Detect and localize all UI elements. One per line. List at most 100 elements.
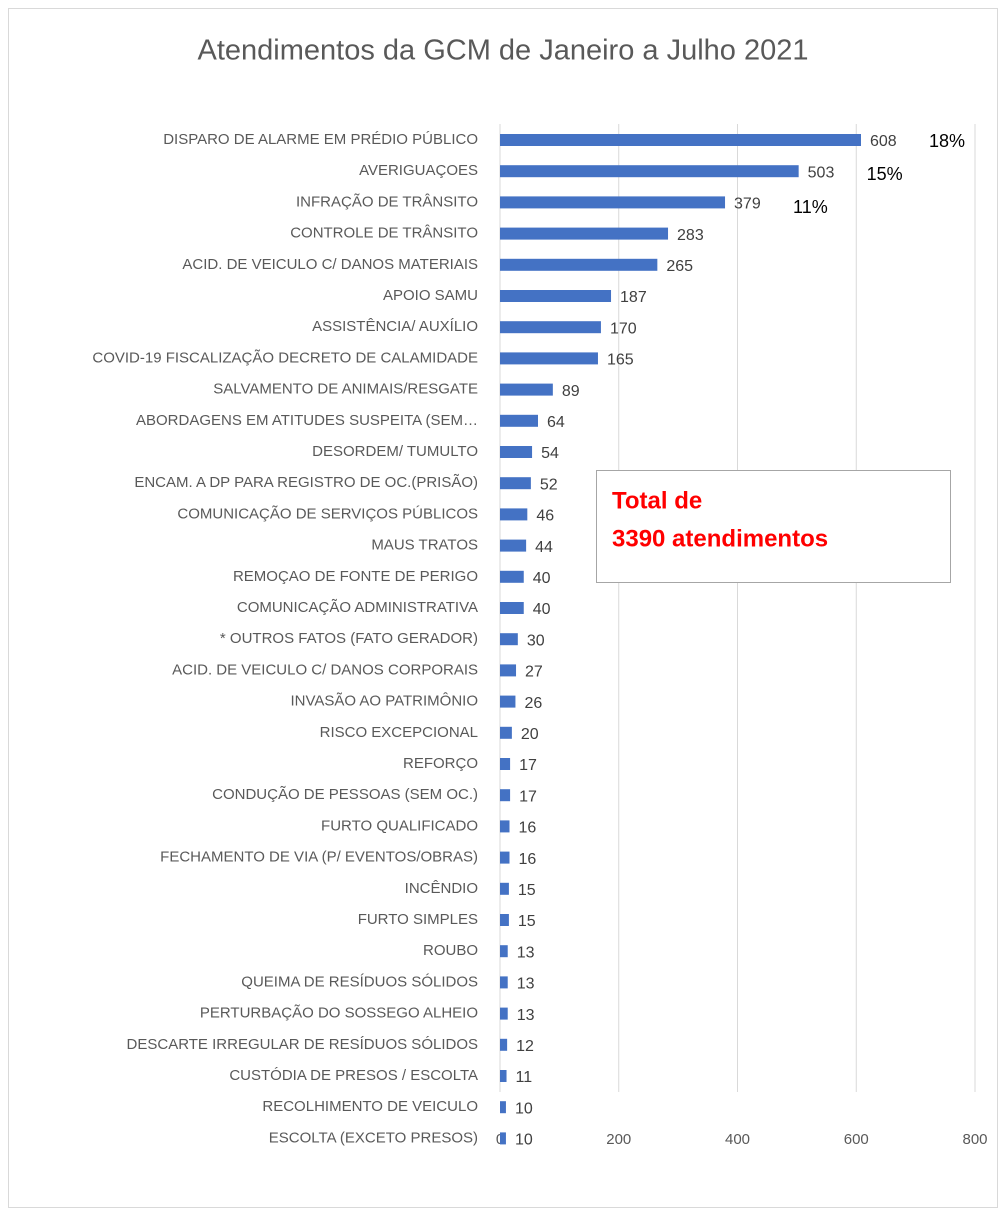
bar: [500, 1132, 506, 1145]
category-label: INFRAÇÃO DE TRÂNSITO: [296, 193, 478, 210]
value-label: 46: [536, 508, 554, 525]
bar: [500, 726, 512, 739]
category-label: FURTO QUALIFICADO: [321, 817, 478, 834]
category-label: DISPARO DE ALARME EM PRÉDIO PÚBLICO: [163, 131, 478, 148]
value-label: 16: [519, 820, 537, 837]
bar: [500, 477, 531, 490]
bar: [500, 196, 726, 209]
value-label: 12: [516, 1038, 534, 1055]
bar: [500, 789, 511, 802]
annotation: 15%: [867, 164, 903, 184]
bar: [500, 914, 509, 926]
value-label: 13: [517, 1007, 535, 1024]
bar: [500, 602, 524, 614]
bar: [500, 664, 517, 677]
note-line: 3390 atendimentos: [612, 525, 828, 552]
category-label: COVID-19 FISCALIZAÇÃO DECRETO DE CALAMID…: [92, 349, 478, 366]
x-tick-label: 400: [725, 1131, 750, 1148]
category-label: ACID. DE VEICULO C/ DANOS MATERIAIS: [182, 256, 478, 273]
value-label: 17: [519, 788, 537, 805]
x-tick-label: 200: [606, 1131, 631, 1148]
category-label: DESORDEM/ TUMULTO: [312, 443, 478, 460]
bar: [500, 383, 553, 396]
bar: [500, 414, 538, 427]
bar: [500, 1007, 508, 1020]
value-label: 11: [516, 1069, 533, 1086]
category-label: RISCO EXCEPCIONAL: [320, 724, 478, 741]
value-label: 187: [620, 289, 647, 306]
value-label: 10: [515, 1100, 533, 1117]
chart-title: Atendimentos da GCM de Janeiro a Julho 2…: [198, 35, 809, 67]
bar: [500, 134, 861, 146]
value-label: 165: [607, 352, 634, 369]
category-label: AVERIGUAÇOES: [359, 162, 478, 179]
value-label: 379: [734, 196, 761, 213]
bar: [500, 758, 511, 770]
category-label: FECHAMENTO DE VIA (P/ EVENTOS/OBRAS): [160, 849, 478, 866]
bar: [500, 945, 508, 958]
category-label: ABORDAGENS EM ATITUDES SUSPEITA (SEM…: [136, 412, 478, 429]
annotation: 18%: [929, 131, 965, 151]
bar: [500, 290, 612, 302]
bar: [500, 851, 510, 864]
bar: [500, 695, 516, 708]
value-label: 52: [540, 476, 558, 493]
value-label: 40: [533, 601, 551, 618]
category-label: CONTROLE DE TRÂNSITO: [290, 225, 478, 242]
category-label: ACID. DE VEICULO C/ DANOS CORPORAIS: [172, 661, 478, 678]
bar: [500, 882, 509, 895]
bar: [500, 1101, 506, 1114]
category-label: MAUS TRATOS: [371, 537, 478, 554]
category-label: COMUNICAÇÃO DE SERVIÇOS PÚBLICOS: [177, 505, 478, 522]
category-label: ESCOLTA (EXCETO PRESOS): [269, 1129, 478, 1146]
bar: [500, 227, 669, 240]
value-label: 27: [525, 664, 543, 681]
bar: [500, 570, 524, 583]
value-label: 503: [808, 164, 835, 181]
annotation: 11%: [793, 197, 828, 217]
value-label: 10: [515, 1132, 533, 1149]
category-label: REFORÇO: [403, 755, 478, 772]
category-label: ENCAM. A DP PARA REGISTRO DE OC.(PRISÃO): [134, 474, 478, 491]
value-label: 13: [517, 976, 535, 993]
note-box: [596, 470, 951, 583]
note-line: Total de: [612, 487, 702, 514]
category-label: QUEIMA DE RESÍDUOS SÓLIDOS: [241, 973, 478, 990]
x-tick-label: 800: [962, 1131, 987, 1148]
category-label: CONDUÇÃO DE PESSOAS (SEM OC.): [212, 786, 478, 803]
category-label: DESCARTE IRREGULAR DE RESÍDUOS SÓLIDOS: [127, 1036, 478, 1053]
category-label: ASSISTÊNCIA/ AUXÍLIO: [312, 318, 478, 335]
category-label: INVASÃO AO PATRIMÔNIO: [290, 693, 478, 710]
bar: [500, 258, 658, 271]
bar: [500, 976, 508, 989]
bar: [500, 165, 799, 178]
category-label: FURTO SIMPLES: [358, 911, 478, 928]
value-label: 20: [521, 726, 539, 743]
value-label: 265: [666, 258, 693, 275]
value-label: 64: [547, 414, 565, 431]
value-label: 608: [870, 133, 897, 150]
bar: [500, 1038, 508, 1051]
bar: [500, 539, 527, 552]
category-label: RECOLHIMENTO DE VEICULO: [262, 1098, 478, 1115]
category-label: * OUTROS FATOS (FATO GERADOR): [220, 630, 478, 647]
value-label: 30: [527, 632, 545, 649]
bar: [500, 1070, 507, 1082]
value-label: 13: [517, 944, 535, 961]
bar: [500, 508, 528, 521]
category-label: PERTURBAÇÃO DO SOSSEGO ALHEIO: [200, 1005, 478, 1022]
value-label: 17: [519, 757, 537, 774]
category-label: ROUBO: [423, 942, 478, 959]
category-label: COMUNICAÇÃO ADMINISTRATIVA: [237, 599, 478, 616]
bar: [500, 820, 510, 833]
value-label: 26: [524, 695, 542, 712]
category-label: SALVAMENTO DE ANIMAIS/RESGATE: [213, 381, 478, 398]
bar: [500, 446, 533, 458]
value-label: 15: [518, 913, 536, 930]
value-label: 44: [535, 539, 553, 556]
value-label: 170: [610, 320, 637, 337]
category-label: APOIO SAMU: [383, 287, 478, 304]
category-label: CUSTÓDIA DE PRESOS / ESCOLTA: [229, 1067, 478, 1084]
value-label: 89: [562, 383, 580, 400]
